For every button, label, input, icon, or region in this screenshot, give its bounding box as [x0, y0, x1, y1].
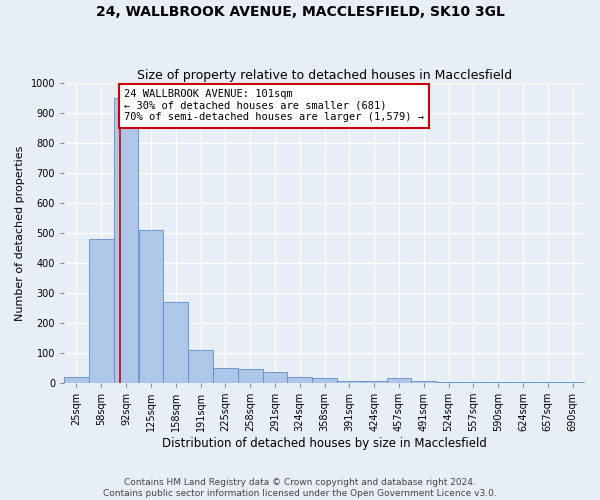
Bar [287, 377, 312, 383]
Text: 24 WALLBROOK AVENUE: 101sqm
← 30% of detached houses are smaller (681)
70% of se: 24 WALLBROOK AVENUE: 101sqm ← 30% of det… [124, 89, 424, 122]
Bar [188, 350, 213, 383]
Title: Size of property relative to detached houses in Macclesfield: Size of property relative to detached ho… [137, 69, 512, 82]
Bar [213, 368, 238, 383]
Bar [89, 239, 113, 383]
Bar [535, 382, 560, 383]
Bar [113, 98, 139, 383]
Bar [511, 382, 535, 383]
Bar [362, 382, 386, 383]
Bar [139, 230, 163, 383]
Text: 24, WALLBROOK AVENUE, MACCLESFIELD, SK10 3GL: 24, WALLBROOK AVENUE, MACCLESFIELD, SK10… [95, 5, 505, 19]
Bar [64, 377, 89, 383]
Bar [486, 382, 511, 383]
Bar [412, 382, 436, 383]
Text: Contains HM Land Registry data © Crown copyright and database right 2024.
Contai: Contains HM Land Registry data © Crown c… [103, 478, 497, 498]
Bar [263, 372, 287, 383]
Bar [337, 382, 362, 383]
Bar [560, 382, 585, 383]
Bar [238, 370, 263, 383]
Y-axis label: Number of detached properties: Number of detached properties [15, 146, 25, 320]
Bar [461, 382, 486, 383]
X-axis label: Distribution of detached houses by size in Macclesfield: Distribution of detached houses by size … [162, 437, 487, 450]
Bar [436, 382, 461, 383]
Bar [163, 302, 188, 383]
Bar [312, 378, 337, 383]
Bar [386, 378, 412, 383]
